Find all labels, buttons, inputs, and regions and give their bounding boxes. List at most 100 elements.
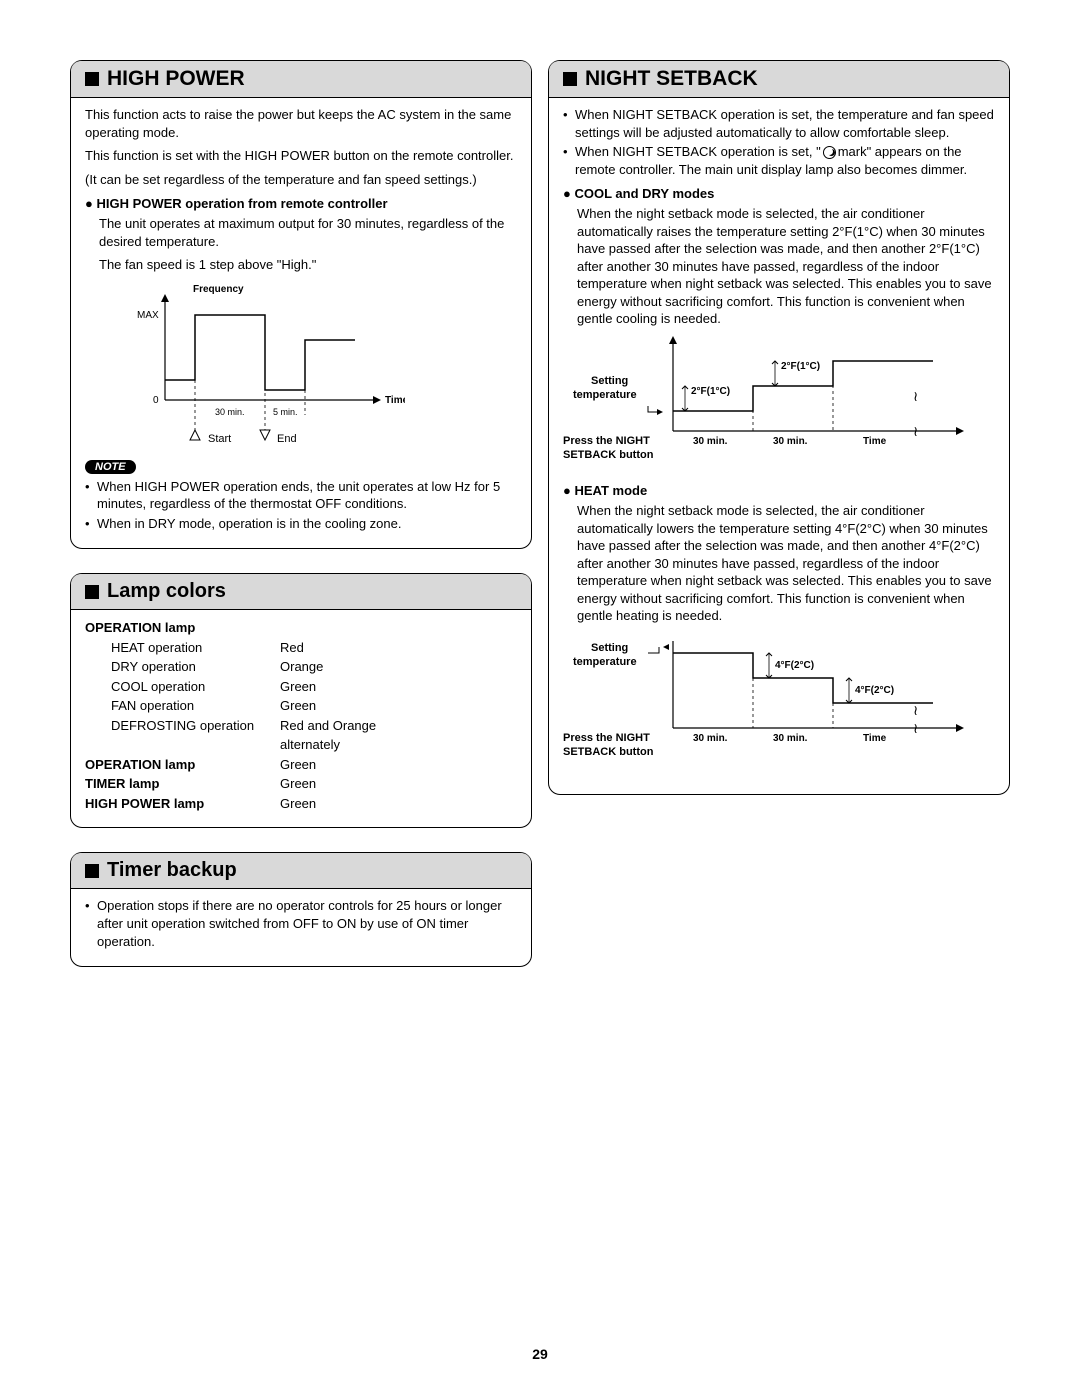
hp-note-1: When HIGH POWER operation ends, the unit… (85, 478, 517, 513)
lamp-value (280, 618, 517, 638)
lamp-row: TIMER lampGreen (85, 774, 517, 794)
square-icon (85, 72, 99, 86)
hp-intro-1: This function acts to raise the power bu… (85, 106, 517, 141)
svg-text:≀: ≀ (913, 388, 918, 404)
lamp-value: Green (280, 755, 517, 775)
heat-time: Time (863, 733, 887, 744)
lamp-row: HIGH POWER lampGreen (85, 794, 517, 814)
cool-time: Time (863, 436, 887, 447)
lamp-table: OPERATION lampHEAT operationRedDRY opera… (85, 618, 517, 813)
heat-diagram: 4°F(2°C) 4°F(2°C) ≀ ≀ 30 min. (563, 633, 995, 768)
lamp-label: DRY operation (85, 657, 280, 677)
square-icon (563, 72, 577, 86)
cool-p1: 30 min. (693, 436, 728, 447)
lamp-label: OPERATION lamp (85, 618, 280, 638)
ns-title: NIGHT SETBACK (585, 67, 758, 91)
svg-text:≀: ≀ (913, 720, 918, 736)
lamp-value: Green (280, 696, 517, 716)
heat-p1: 30 min. (693, 733, 728, 744)
hp-sub-text-1: The unit operates at maximum output for … (99, 215, 517, 250)
period1: 30 min. (215, 407, 245, 417)
high-power-box: HIGH POWER This function acts to raise t… (70, 60, 532, 549)
lamp-row: DEFROSTING operationRed and Orange (85, 716, 517, 736)
heat-step1: 4°F(2°C) (775, 660, 814, 671)
cool-diagram: 2°F(1°C) 2°F(1°C) ≀ ≀ 30 min. (563, 336, 995, 471)
ns-intro-1: When NIGHT SETBACK operation is set, the… (563, 106, 995, 141)
right-column: NIGHT SETBACK When NIGHT SETBACK operati… (548, 60, 1010, 967)
heat-step2: 4°F(2°C) (855, 685, 894, 696)
lamp-header: Lamp colors (71, 574, 531, 610)
night-setback-box: NIGHT SETBACK When NIGHT SETBACK operati… (548, 60, 1010, 795)
ns-intro-list: When NIGHT SETBACK operation is set, the… (563, 106, 995, 178)
ns-header: NIGHT SETBACK (549, 61, 1009, 98)
moon-icon (823, 146, 836, 159)
timer-header: Timer backup (71, 853, 531, 889)
page-columns: HIGH POWER This function acts to raise t… (70, 60, 1010, 967)
heat-yl2: temperature (573, 656, 637, 668)
page-number: 29 (532, 1346, 548, 1362)
cool-step1: 2°F(1°C) (691, 386, 730, 397)
hp-sub-text-2: The fan speed is 1 step above "High." (99, 256, 517, 274)
lamp-label: HIGH POWER lamp (85, 794, 280, 814)
cool-step2: 2°F(1°C) (781, 361, 820, 372)
start-label: Start (208, 433, 231, 445)
lamp-label: OPERATION lamp (85, 755, 280, 775)
lamp-row: OPERATION lampGreen (85, 755, 517, 775)
timer-bullet-1: Operation stops if there are no operator… (85, 897, 517, 950)
cool-heading: COOL and DRY modes (563, 186, 995, 201)
cool-press2: SETBACK button (563, 449, 654, 461)
heat-press1: Press the NIGHT (563, 732, 650, 744)
lamp-value: Green (280, 677, 517, 697)
lamp-value: Green (280, 774, 517, 794)
lamp-label: DEFROSTING operation (85, 716, 280, 736)
lamp-value: alternately (280, 735, 517, 755)
note-badge: NOTE (85, 460, 136, 474)
hp-notes-list: When HIGH POWER operation ends, the unit… (85, 478, 517, 533)
lamp-value: Orange (280, 657, 517, 677)
heat-p2: 30 min. (773, 733, 808, 744)
hp-intro-3: (It can be set regardless of the tempera… (85, 171, 517, 189)
lamp-title: Lamp colors (107, 580, 226, 603)
high-power-title: HIGH POWER (107, 67, 245, 91)
period2: 5 min. (273, 407, 298, 417)
zero-label: 0 (153, 395, 159, 406)
cool-text: When the night setback mode is selected,… (577, 205, 995, 328)
lamp-colors-box: Lamp colors OPERATION lampHEAT operation… (70, 573, 532, 828)
lamp-row: OPERATION lamp (85, 618, 517, 638)
lamp-label: HEAT operation (85, 638, 280, 658)
lamp-row: HEAT operationRed (85, 638, 517, 658)
lamp-value: Red (280, 638, 517, 658)
high-power-header: HIGH POWER (71, 61, 531, 98)
lamp-value: Green (280, 794, 517, 814)
cool-yl2: temperature (573, 389, 637, 401)
cool-yl1: Setting (591, 375, 628, 387)
hp-sub-heading: HIGH POWER operation from remote control… (85, 196, 517, 211)
heat-yl1: Setting (591, 642, 628, 654)
frequency-chart: Frequency MAX 0 Time 30 min. 5 min. Star… (125, 280, 517, 450)
left-column: HIGH POWER This function acts to raise t… (70, 60, 532, 967)
timer-backup-box: Timer backup Operation stops if there ar… (70, 852, 532, 967)
lamp-label: TIMER lamp (85, 774, 280, 794)
lamp-label: FAN operation (85, 696, 280, 716)
svg-text:≀: ≀ (913, 423, 918, 439)
square-icon (85, 864, 99, 878)
hp-intro-2: This function is set with the HIGH POWER… (85, 147, 517, 165)
hp-note-2: When in DRY mode, operation is in the co… (85, 515, 517, 533)
timer-bullets: Operation stops if there are no operator… (85, 897, 517, 950)
freq-label: Frequency (193, 284, 244, 295)
lamp-row: DRY operationOrange (85, 657, 517, 677)
ns-intro-2: When NIGHT SETBACK operation is set, "ma… (563, 143, 995, 178)
lamp-value: Red and Orange (280, 716, 517, 736)
lamp-row: alternately (85, 735, 517, 755)
heat-text: When the night setback mode is selected,… (577, 502, 995, 625)
cool-p2: 30 min. (773, 436, 808, 447)
svg-text:≀: ≀ (913, 702, 918, 718)
lamp-label: COOL operation (85, 677, 280, 697)
square-icon (85, 585, 99, 599)
lamp-label (85, 735, 280, 755)
timer-title: Timer backup (107, 859, 237, 882)
cool-press1: Press the NIGHT (563, 435, 650, 447)
heat-heading: HEAT mode (563, 483, 995, 498)
end-label: End (277, 433, 297, 445)
time-label: Time (385, 395, 405, 406)
